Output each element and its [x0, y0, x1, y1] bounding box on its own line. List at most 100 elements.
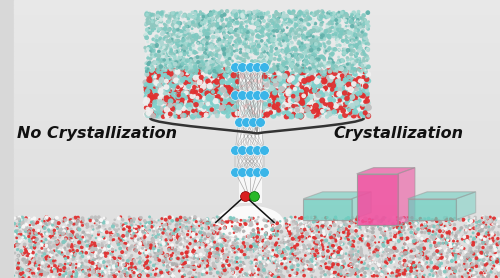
Point [384, 248, 392, 252]
Point [148, 98, 156, 102]
Point [178, 270, 186, 275]
Point [242, 120, 250, 125]
Point [272, 103, 280, 108]
Point [354, 57, 362, 61]
Point [429, 260, 437, 264]
Point [280, 77, 287, 81]
Point [296, 19, 304, 24]
Point [314, 74, 322, 78]
Point [176, 80, 184, 84]
Point [96, 264, 104, 268]
Point [154, 218, 162, 222]
Point [242, 72, 250, 76]
Point [148, 64, 156, 69]
Point [233, 69, 241, 73]
Point [308, 29, 316, 33]
Point [200, 105, 208, 110]
Point [349, 63, 357, 67]
Point [124, 247, 132, 251]
Point [40, 219, 48, 223]
Point [332, 33, 340, 38]
Point [178, 105, 186, 110]
Point [144, 98, 152, 102]
Point [448, 232, 456, 237]
Point [254, 221, 262, 225]
Point [176, 56, 184, 60]
Point [136, 275, 143, 278]
Point [296, 221, 304, 225]
Point [153, 256, 161, 260]
Point [200, 269, 207, 274]
Point [15, 234, 23, 239]
Point [142, 32, 150, 37]
Point [279, 79, 287, 83]
Point [353, 28, 361, 33]
Point [94, 232, 102, 237]
Point [70, 269, 78, 274]
Point [229, 63, 237, 68]
Point [341, 18, 349, 23]
Point [400, 237, 408, 241]
Point [233, 72, 241, 77]
Point [413, 253, 421, 257]
Point [141, 234, 149, 238]
Point [380, 232, 388, 236]
Point [328, 33, 336, 38]
Point [220, 12, 228, 17]
Point [194, 70, 202, 75]
Point [205, 18, 213, 22]
Point [343, 100, 351, 105]
Point [246, 88, 254, 92]
Point [402, 237, 410, 241]
Point [217, 243, 225, 247]
Point [190, 227, 198, 232]
Point [188, 10, 196, 14]
Point [201, 266, 209, 270]
Point [166, 52, 174, 56]
Point [371, 223, 379, 227]
Point [206, 267, 214, 272]
Point [433, 224, 441, 229]
Point [176, 74, 184, 78]
Point [326, 80, 334, 85]
Point [298, 43, 306, 48]
Point [292, 258, 300, 263]
Point [294, 81, 302, 86]
Point [240, 56, 248, 61]
Point [248, 232, 256, 237]
Point [320, 254, 328, 258]
Point [242, 41, 250, 46]
Point [130, 269, 138, 274]
Point [298, 102, 306, 106]
Point [424, 238, 432, 242]
Point [368, 230, 376, 234]
Point [262, 224, 270, 228]
Point [264, 235, 272, 239]
Bar [14, 116, 500, 120]
Point [32, 274, 40, 278]
Point [154, 65, 162, 70]
Point [258, 67, 266, 71]
Point [241, 58, 249, 63]
Point [114, 242, 122, 247]
Point [323, 97, 331, 102]
Point [192, 73, 200, 78]
Point [193, 114, 201, 118]
Point [192, 252, 200, 256]
Point [217, 218, 225, 222]
Point [308, 72, 316, 77]
Point [341, 26, 349, 31]
Point [182, 219, 190, 224]
Point [351, 78, 359, 83]
Point [150, 263, 158, 268]
Point [153, 105, 161, 109]
Point [168, 51, 176, 56]
Point [426, 239, 434, 244]
Point [310, 61, 318, 66]
Point [318, 108, 326, 112]
Point [484, 220, 492, 225]
Point [257, 103, 265, 107]
Point [358, 259, 366, 264]
Point [286, 90, 294, 95]
Point [206, 44, 214, 48]
